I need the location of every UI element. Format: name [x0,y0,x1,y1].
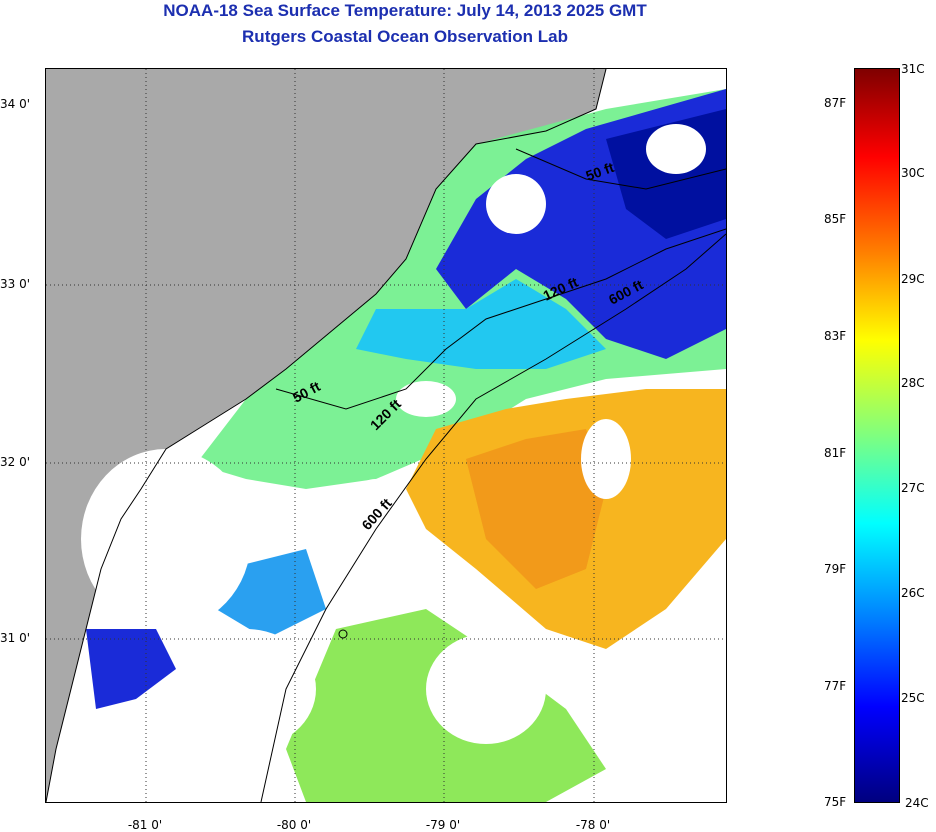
isobath-120ft [275,228,726,410]
sst-map-graphic: 50 ft 120 ft 600 ft 50 ft 120 ft 600 ft [46,69,726,802]
isobath-50ft [515,148,726,190]
colorbar-fahrenheit-label: 77F [824,679,847,693]
colorbar-fahrenheit-label: 87F [824,96,847,110]
colorbar-celsius-label: 25C [901,691,925,705]
graticule [46,69,726,802]
colorbar [854,68,900,803]
colorbar-celsius-label: 29C [901,272,925,286]
lon-label: -81 0' [127,818,163,832]
colorbar-fahrenheit-label: 83F [824,329,847,343]
colorbar-fahrenheit-label: 85F [824,212,847,226]
land [46,69,606,802]
chart-title: NOAA-18 Sea Surface Temperature: July 14… [163,1,647,20]
chart-subtitle: Rutgers Coastal Ocean Observation Lab [242,27,568,46]
lat-label: 34 0' [0,97,31,111]
colorbar-celsius-label: 27C [901,481,925,495]
lat-label: 32 0' [0,455,31,469]
cloud-mask [81,124,721,779]
lon-label: -80 0' [276,818,312,832]
lon-label: -79 0' [425,818,461,832]
sst-map: 50 ft 120 ft 600 ft 50 ft 120 ft 600 ft [45,68,727,803]
colorbar-fahrenheit-label: 79F [824,562,847,576]
colorbar-fahrenheit-label: 75F [824,795,847,809]
coastline [46,69,607,802]
lon-label: -78 0' [575,818,611,832]
colorbar-celsius-label: 24C [905,796,929,810]
colorbar-fahrenheit-label: 81F [824,446,847,460]
lat-label: 31 0' [0,631,31,645]
colorbar-celsius-label: 31C [901,62,925,76]
colorbar-celsius-label: 30C [901,166,925,180]
colorbar-celsius-label: 26C [901,586,925,600]
isobath-600ft [260,233,726,802]
colorbar-celsius-label: 28C [901,376,925,390]
lat-label: 33 0' [0,277,31,291]
